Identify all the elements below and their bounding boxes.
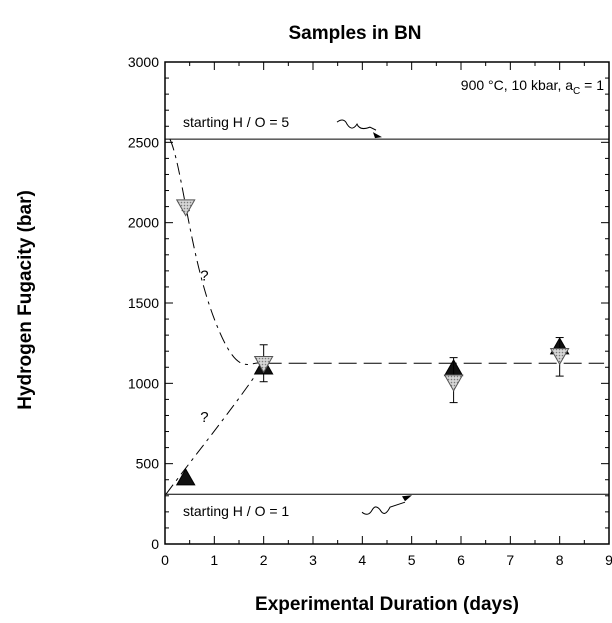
question-mark-upper: ? <box>200 268 208 285</box>
y-tick-label: 2500 <box>128 134 159 150</box>
y-tick-label: 2000 <box>128 215 159 231</box>
x-tick-label: 9 <box>605 552 612 568</box>
x-tick-label: 8 <box>556 552 564 568</box>
x-tick-label: 3 <box>309 552 317 568</box>
reference-lines: starting H / O = 5 starting H / O = 1 <box>165 114 609 519</box>
y-tick-label: 1500 <box>128 295 159 311</box>
data-markers <box>175 199 570 486</box>
chart-title: Samples in BN <box>288 23 421 44</box>
y-tick-label: 1000 <box>128 375 159 391</box>
x-axis: 0 1 2 3 4 5 6 7 8 9 <box>161 62 612 568</box>
reference-line-label: starting H / O = 5 <box>183 114 289 130</box>
y-tick-label: 0 <box>151 536 159 552</box>
question-mark-lower: ? <box>200 409 208 426</box>
plot-frame <box>164 61 610 545</box>
y-tick-label: 500 <box>136 456 160 472</box>
reference-line-label: starting H / O = 1 <box>183 503 289 519</box>
x-tick-label: 5 <box>408 552 416 568</box>
triangle-up-marker <box>175 468 196 486</box>
reference-pointer <box>336 119 377 131</box>
triangle-down-marker <box>443 374 464 392</box>
x-tick-label: 0 <box>161 552 169 568</box>
increasing-trend-curve <box>165 362 265 495</box>
x-tick-label: 4 <box>358 552 366 568</box>
reference-pointer-arrow <box>373 132 382 139</box>
x-axis-label: Experimental Duration (days) <box>255 594 519 615</box>
x-tick-label: 7 <box>506 552 514 568</box>
triangle-down-marker <box>175 199 196 217</box>
condition-label: 900 °C, 10 kbar, aC = 1 <box>461 77 604 97</box>
reference-pointer <box>361 501 406 515</box>
triangle-down-marker <box>549 347 570 366</box>
y-axis: 0 500 1000 1500 2000 2500 3000 <box>128 54 609 552</box>
x-tick-label: 2 <box>260 552 268 568</box>
x-tick-label: 1 <box>210 552 218 568</box>
reference-pointer-arrow <box>402 495 412 502</box>
decreasing-trend-curve <box>169 138 264 365</box>
y-tick-label: 3000 <box>128 54 159 70</box>
x-tick-label: 6 <box>457 552 465 568</box>
trend-curves: ?? <box>165 138 605 495</box>
triangle-down-marker <box>253 356 274 374</box>
y-axis-label: Hydrogen Fugacity (bar) <box>15 190 36 410</box>
